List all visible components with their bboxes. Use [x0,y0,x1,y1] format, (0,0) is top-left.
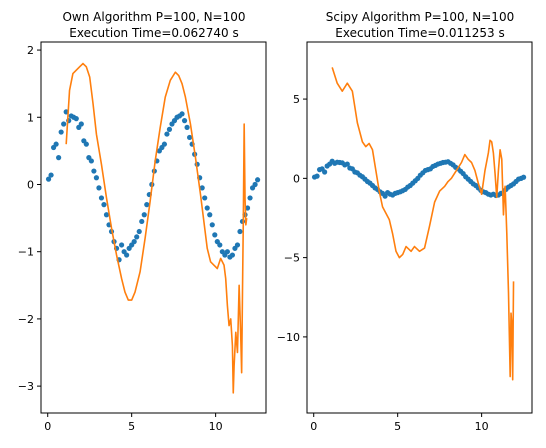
data-point [209,222,215,228]
fit-line [331,67,515,381]
x-tick-label: 0 [310,420,317,433]
title-line2: Execution Time=0.062740 s [69,26,238,40]
data-point [73,116,79,122]
data-point [229,252,236,258]
x-tick-label: 0 [44,420,51,433]
axes-frame [40,41,267,414]
fit-line [65,62,248,394]
y-tick-label: 0 [27,178,34,191]
data-point [78,121,84,127]
plot-area [45,62,261,394]
data-point [161,141,168,147]
data-point [56,155,62,161]
title-line2: Execution Time=0.011253 s [335,26,504,40]
y-tick-label: 0 [293,172,300,185]
data-point [202,195,208,201]
data-point [61,121,67,127]
data-point [136,228,142,235]
data-point [234,242,241,248]
data-point [199,185,205,191]
data-point [119,242,125,248]
y-tick-label: −10 [277,331,300,344]
data-point [166,126,173,132]
x-axis: 0 5 10 [44,413,223,433]
data-point [103,212,110,218]
subplot-own-algorithm: Own Algorithm P=100, N=100 Execution Tim… [18,10,267,433]
y-tick-label: −1 [18,246,34,259]
data-point [207,212,213,218]
data-point [164,131,170,137]
x-tick-label: 10 [475,420,489,433]
data-point [314,173,320,179]
data-point [101,202,107,208]
data-point [244,205,251,211]
data-point [247,195,253,201]
data-point [131,239,137,245]
y-tick-label: −5 [284,252,300,265]
data-point [139,218,145,225]
x-tick-label: 10 [209,420,223,433]
data-point [45,176,52,182]
data-point [521,174,527,180]
data-point [344,161,350,167]
data-point [144,202,150,208]
y-tick-label: −3 [18,380,34,393]
y-tick-label: 5 [293,93,300,106]
data-point [141,212,147,218]
data-point [53,141,59,147]
data-point [252,181,258,188]
data-point [83,141,89,147]
x-tick-label: 5 [128,420,135,433]
x-axis: 0 5 10 [310,413,489,433]
y-tick-label: −2 [18,313,34,326]
y-tick-label: 1 [27,111,34,124]
data-point [98,195,105,201]
data-point [181,118,188,124]
data-point [58,129,64,135]
data-point [322,169,328,175]
data-point [124,252,130,258]
data-point [91,168,97,174]
data-point [179,111,185,117]
data-point [217,242,223,248]
data-point [237,228,243,235]
plot-area [311,67,527,381]
subplot-scipy-algorithm: Scipy Algorithm P=100, N=100 Execution T… [277,10,533,433]
axes-frame [306,41,533,414]
data-point [204,205,210,211]
y-axis: −3 −2 −1 0 1 2 [18,44,41,393]
data-point [48,172,54,178]
data-point [255,177,261,183]
data-point [184,124,190,130]
data-point [134,234,140,240]
y-tick-label: 2 [27,44,34,57]
data-point [212,232,218,238]
title-line1: Own Algorithm P=100, N=100 [62,10,245,24]
data-point [88,158,94,164]
y-axis: −10 −5 0 5 [277,93,307,344]
title-line1: Scipy Algorithm P=100, N=100 [326,10,514,24]
data-point [224,249,230,255]
data-point [93,175,100,181]
x-tick-label: 5 [394,420,401,433]
data-point [96,185,102,191]
data-point [187,134,193,141]
scatter-series [311,158,527,199]
